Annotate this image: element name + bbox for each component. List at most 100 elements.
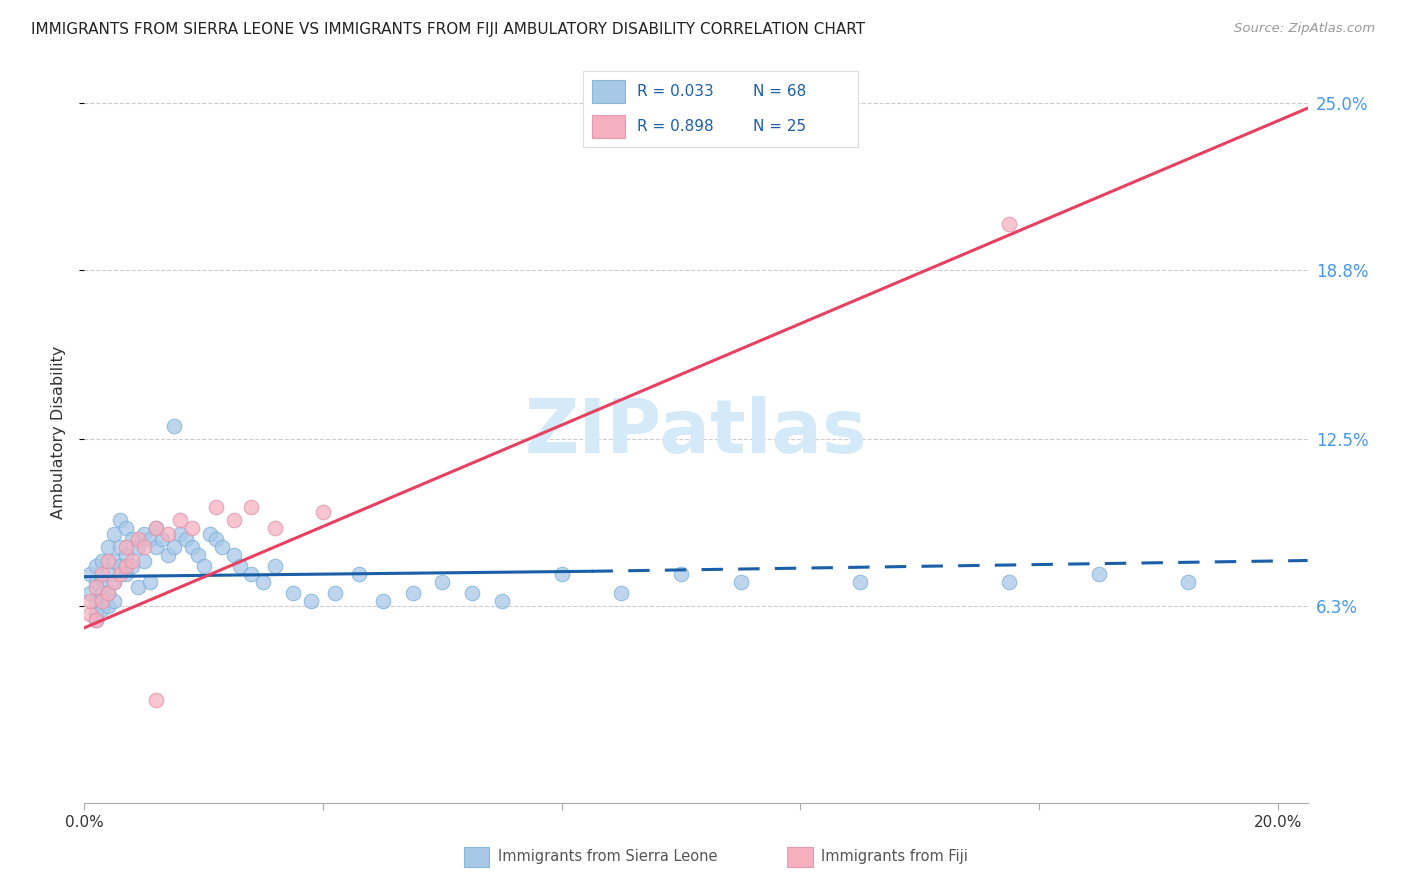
Point xyxy=(204,532,226,546)
Point xyxy=(228,558,250,573)
Point xyxy=(730,575,752,590)
Point xyxy=(1177,575,1199,590)
Point xyxy=(264,521,287,535)
Text: R = 0.033: R = 0.033 xyxy=(637,85,714,99)
Point xyxy=(115,521,138,535)
Point xyxy=(610,586,633,600)
Point xyxy=(84,607,107,622)
Point xyxy=(222,548,245,562)
Point xyxy=(163,418,186,433)
Point xyxy=(211,540,233,554)
Point xyxy=(198,526,221,541)
Point xyxy=(145,693,167,707)
Point xyxy=(91,553,114,567)
Point xyxy=(139,575,162,590)
Point xyxy=(121,558,143,573)
Point xyxy=(283,586,305,600)
Point xyxy=(299,594,322,608)
Point xyxy=(323,586,346,600)
Point xyxy=(156,526,179,541)
Bar xyxy=(592,80,624,103)
Point xyxy=(193,558,215,573)
Point xyxy=(115,540,138,554)
Point xyxy=(97,566,120,581)
Text: N = 25: N = 25 xyxy=(754,120,807,134)
Text: IMMIGRANTS FROM SIERRA LEONE VS IMMIGRANTS FROM FIJI AMBULATORY DISABILITY CORRE: IMMIGRANTS FROM SIERRA LEONE VS IMMIGRAN… xyxy=(31,22,865,37)
Point xyxy=(97,540,120,554)
Point xyxy=(91,586,114,600)
Point xyxy=(91,572,114,586)
Point xyxy=(252,575,274,590)
Text: Immigrants from Sierra Leone: Immigrants from Sierra Leone xyxy=(498,849,717,863)
Point xyxy=(79,607,101,622)
Point xyxy=(108,540,131,554)
Point xyxy=(150,532,173,546)
Text: Immigrants from Fiji: Immigrants from Fiji xyxy=(821,849,967,863)
Point xyxy=(127,540,149,554)
Point xyxy=(84,558,107,573)
Bar xyxy=(592,115,624,138)
Point xyxy=(240,566,263,581)
Point xyxy=(79,594,101,608)
Point xyxy=(222,513,245,527)
Point xyxy=(169,526,191,541)
Point xyxy=(145,540,167,554)
Point xyxy=(115,558,138,573)
Point xyxy=(669,566,692,581)
Point xyxy=(132,540,155,554)
Point xyxy=(91,594,114,608)
Point xyxy=(491,594,513,608)
Point xyxy=(79,566,101,581)
Point xyxy=(849,575,872,590)
Point xyxy=(998,575,1021,590)
Point xyxy=(97,586,120,600)
Point xyxy=(108,558,131,573)
Point xyxy=(264,558,287,573)
Point xyxy=(180,521,202,535)
Point xyxy=(103,575,125,590)
Point xyxy=(97,586,120,600)
Point xyxy=(998,217,1021,231)
Point xyxy=(461,586,484,600)
Point xyxy=(91,566,114,581)
Point xyxy=(401,586,423,600)
Point xyxy=(240,500,263,514)
Point xyxy=(103,594,125,608)
Point xyxy=(132,526,155,541)
Point xyxy=(108,513,131,527)
Point xyxy=(97,553,120,567)
Text: R = 0.898: R = 0.898 xyxy=(637,120,714,134)
Point xyxy=(84,613,107,627)
Point xyxy=(312,505,335,519)
Point xyxy=(1087,566,1109,581)
Point xyxy=(174,532,197,546)
Point xyxy=(121,553,143,567)
Point xyxy=(121,532,143,546)
Point xyxy=(84,594,107,608)
Point xyxy=(127,581,149,595)
Point xyxy=(156,548,179,562)
Point xyxy=(551,566,574,581)
Point xyxy=(127,532,149,546)
Point xyxy=(84,613,107,627)
Y-axis label: Ambulatory Disability: Ambulatory Disability xyxy=(51,346,66,519)
Point xyxy=(84,581,107,595)
Point xyxy=(103,553,125,567)
Point xyxy=(347,566,370,581)
Point xyxy=(108,566,131,581)
Point xyxy=(169,513,191,527)
Point xyxy=(187,548,209,562)
Text: Source: ZipAtlas.com: Source: ZipAtlas.com xyxy=(1234,22,1375,36)
Point xyxy=(115,548,138,562)
Point xyxy=(132,553,155,567)
Point xyxy=(91,602,114,616)
Point xyxy=(371,594,394,608)
Text: N = 68: N = 68 xyxy=(754,85,807,99)
Point xyxy=(163,540,186,554)
Point xyxy=(84,575,107,590)
Text: ZIPatlas: ZIPatlas xyxy=(524,396,868,469)
Point xyxy=(97,599,120,614)
Point xyxy=(115,566,138,581)
Point xyxy=(145,521,167,535)
Point xyxy=(145,521,167,535)
